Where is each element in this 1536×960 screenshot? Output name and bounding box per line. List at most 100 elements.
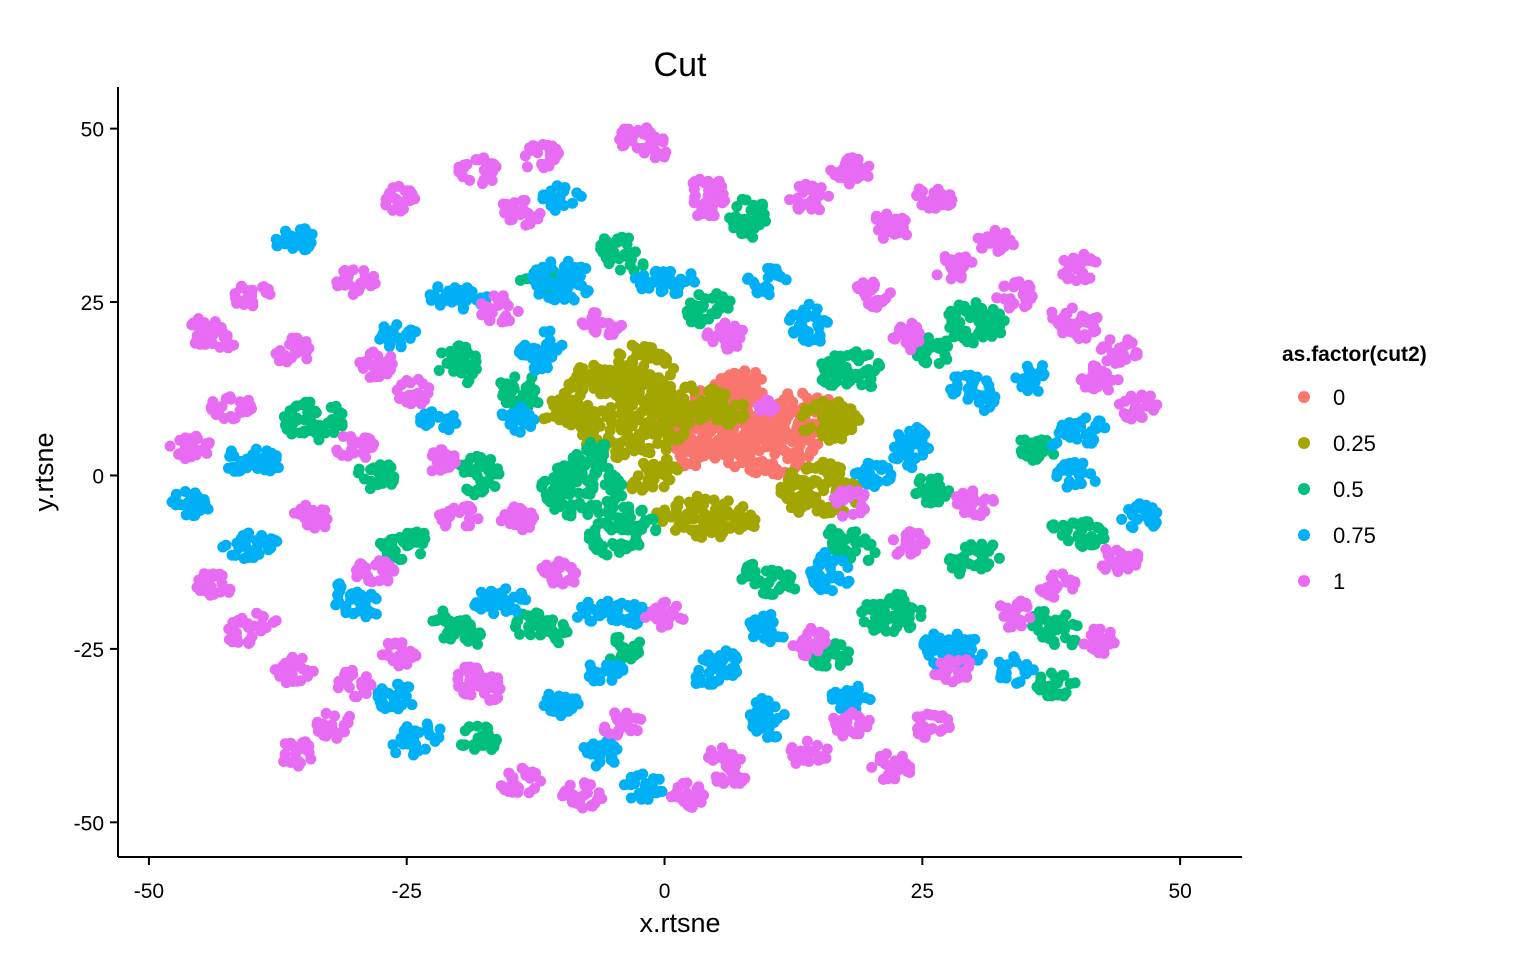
data-point <box>610 632 622 644</box>
data-point <box>863 554 875 566</box>
data-point <box>579 779 591 791</box>
data-point <box>472 154 484 166</box>
data-point <box>198 317 210 329</box>
data-point <box>1011 598 1023 610</box>
data-point <box>558 185 570 197</box>
data-point <box>337 676 349 688</box>
data-point <box>903 331 915 343</box>
data-point <box>952 666 964 678</box>
data-point <box>914 187 926 199</box>
data-point <box>741 452 753 464</box>
data-point <box>981 561 993 573</box>
data-point <box>1049 438 1061 450</box>
data-point <box>459 350 471 362</box>
data-point <box>674 430 686 442</box>
data-point <box>566 499 578 511</box>
data-point <box>995 327 1007 339</box>
data-point <box>473 460 485 472</box>
data-point <box>684 417 696 429</box>
data-point <box>1003 300 1015 312</box>
data-point <box>911 321 923 333</box>
data-point <box>772 469 784 481</box>
data-point <box>359 356 371 368</box>
data-point <box>459 725 471 737</box>
data-point <box>303 342 315 354</box>
data-point <box>744 559 756 571</box>
data-point <box>400 736 412 748</box>
data-point <box>387 182 399 194</box>
data-point <box>756 455 768 467</box>
data-point <box>844 375 856 387</box>
series-0.75 <box>166 180 1163 805</box>
data-point <box>399 682 410 694</box>
data-point <box>294 508 305 520</box>
data-point <box>636 523 648 535</box>
data-point <box>640 396 652 408</box>
data-point <box>492 692 504 704</box>
data-point <box>415 412 427 423</box>
data-point <box>452 294 464 306</box>
data-point <box>1116 513 1128 525</box>
data-point <box>835 655 847 667</box>
data-point <box>541 412 553 424</box>
data-point <box>850 545 862 557</box>
data-point <box>567 197 578 209</box>
chart-title: Cut <box>654 46 707 84</box>
data-point <box>636 504 648 516</box>
data-point <box>899 442 911 454</box>
data-point <box>888 452 900 464</box>
data-point <box>316 425 328 436</box>
data-point <box>456 367 467 379</box>
data-point <box>1084 520 1096 532</box>
data-point <box>941 353 953 365</box>
data-point <box>690 678 702 689</box>
data-point <box>790 473 802 485</box>
data-point <box>635 713 647 725</box>
data-point <box>1060 307 1072 319</box>
data-point <box>617 131 629 143</box>
data-point <box>1077 541 1089 552</box>
data-point <box>642 474 654 486</box>
data-point <box>462 461 473 473</box>
data-point <box>760 402 772 414</box>
data-point <box>784 574 796 586</box>
data-point <box>657 136 669 148</box>
data-point <box>665 406 677 418</box>
data-point <box>690 460 702 472</box>
data-point <box>837 365 849 377</box>
data-point <box>905 620 917 632</box>
data-point <box>257 536 269 548</box>
data-point <box>1072 466 1083 478</box>
data-point <box>519 765 531 776</box>
data-point <box>786 311 798 323</box>
data-point <box>256 619 268 630</box>
data-point <box>818 485 830 497</box>
data-point <box>415 398 427 410</box>
data-point <box>333 411 345 423</box>
data-point <box>435 293 447 305</box>
data-point <box>508 591 520 603</box>
data-point <box>445 345 456 357</box>
data-point <box>905 344 917 356</box>
data-point <box>482 722 494 734</box>
data-point <box>407 528 419 540</box>
data-point <box>889 333 901 345</box>
data-point <box>603 377 615 388</box>
data-point <box>725 444 737 456</box>
data-point <box>722 495 734 507</box>
data-point <box>1057 519 1069 531</box>
data-point <box>826 572 838 584</box>
data-point <box>693 289 705 301</box>
data-point <box>409 725 421 737</box>
data-point <box>628 445 640 457</box>
data-point <box>762 263 774 274</box>
data-point <box>884 287 896 299</box>
data-point <box>630 640 642 652</box>
data-point <box>668 363 680 374</box>
data-point <box>370 559 382 571</box>
data-point <box>298 427 310 439</box>
data-point <box>489 481 501 492</box>
data-point <box>931 638 943 650</box>
data-point <box>260 285 272 297</box>
data-point <box>999 280 1011 292</box>
